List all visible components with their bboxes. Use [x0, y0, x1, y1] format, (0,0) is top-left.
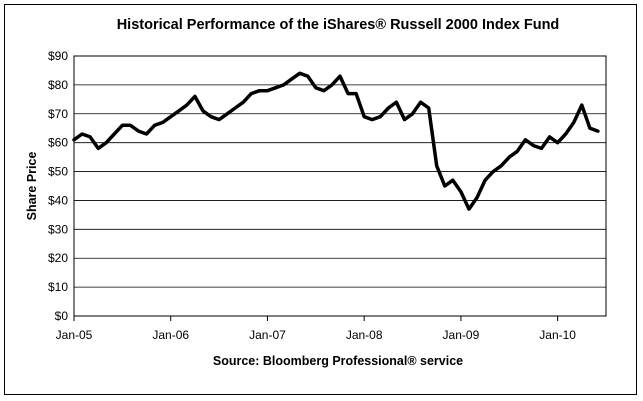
- x-tick-label: Jan-09: [443, 328, 480, 342]
- y-tick-label: $90: [48, 49, 68, 63]
- plot-area-border: [73, 55, 607, 317]
- gridlines: [74, 84, 606, 288]
- source-note: Source: Bloomberg Professional® service: [213, 354, 463, 368]
- chart-title: Historical Performance of the iShares® R…: [117, 17, 560, 33]
- y-tick-label: $60: [48, 136, 68, 150]
- y-tick-label: $20: [48, 251, 68, 265]
- x-tick-label: Jan-10: [539, 328, 576, 342]
- x-tick-label: Jan-08: [346, 328, 383, 342]
- x-tick-label: Jan-06: [152, 328, 189, 342]
- y-tick-label: $70: [48, 107, 68, 121]
- y-tick-label: $40: [48, 193, 68, 207]
- chart-frame: [4, 4, 637, 395]
- y-tick-label: $0: [55, 309, 69, 323]
- y-axis-label: Share Price: [25, 152, 39, 221]
- x-tick-label: Jan-05: [56, 328, 93, 342]
- x-axis-ticks: Jan-05 Jan-06 Jan-07 Jan-08 Jan-09 Jan-10: [56, 316, 576, 342]
- y-tick-label: $50: [48, 165, 68, 179]
- y-tick-label: $30: [48, 222, 68, 236]
- y-tick-label: $80: [48, 78, 68, 92]
- x-tick-label: Jan-07: [249, 328, 286, 342]
- series-line-share-price: [72, 71, 600, 211]
- y-tick-label: $10: [48, 280, 68, 294]
- y-axis-ticks: $0 $10 $20 $30 $40 $50 $60 $70 $80 $90: [48, 49, 68, 323]
